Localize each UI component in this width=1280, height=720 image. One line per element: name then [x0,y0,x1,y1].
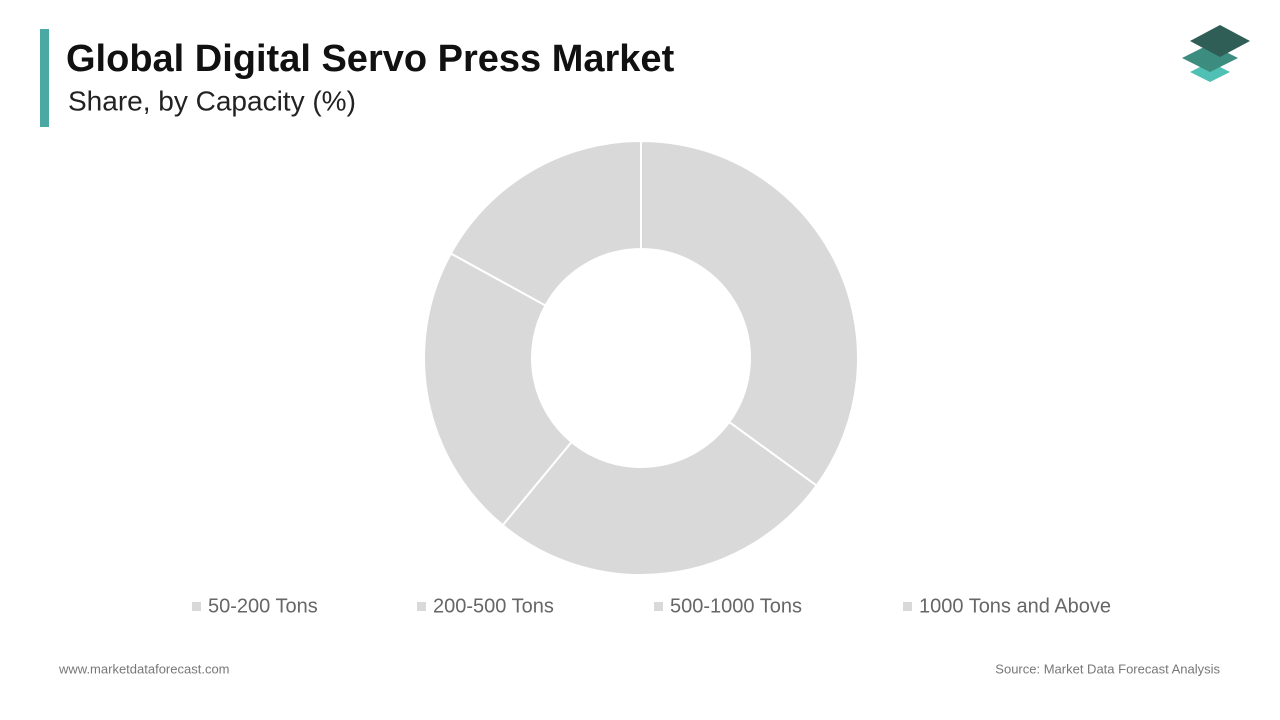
website: www.marketdataforecast.com [58,661,230,676]
donut-segment [423,252,573,527]
donut-segment [449,139,642,307]
legend-marker [654,602,663,611]
logo [1182,25,1250,82]
legend-marker [903,602,912,611]
legend-label: 200-500 Tons [433,595,554,617]
legend-label: 50-200 Tons [208,595,318,617]
title-accent [40,29,49,127]
legend-label: 500-1000 Tons [670,595,802,617]
legend-marker [417,602,426,611]
legend-marker [192,602,201,611]
legend-label: 1000 Tons and Above [919,595,1111,617]
donut-segment [501,420,818,576]
chart-subtitle: Share, by Capacity (%) [68,85,356,116]
chart-title: Global Digital Servo Press Market [66,38,675,80]
source: Source: Market Data Forecast Analysis [995,661,1220,676]
donut-segment [640,139,859,487]
